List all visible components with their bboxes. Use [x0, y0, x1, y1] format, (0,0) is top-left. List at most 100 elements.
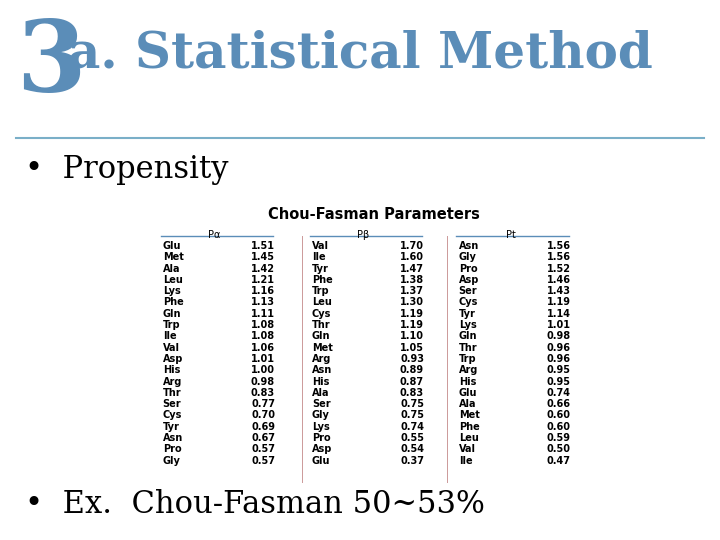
- Text: Thr: Thr: [312, 320, 330, 330]
- Text: Ala: Ala: [312, 388, 329, 398]
- Text: 0.95: 0.95: [547, 376, 571, 387]
- Text: 1.14: 1.14: [547, 309, 571, 319]
- Text: Thr: Thr: [459, 343, 477, 353]
- Text: Pα: Pα: [208, 230, 221, 240]
- Text: 1.56: 1.56: [547, 252, 571, 262]
- Text: Asn: Asn: [163, 433, 183, 443]
- Text: Ala: Ala: [163, 264, 180, 274]
- Text: a. Statistical Method: a. Statistical Method: [68, 30, 653, 79]
- Text: Asp: Asp: [312, 444, 332, 454]
- Text: 0.67: 0.67: [251, 433, 275, 443]
- Text: 1.60: 1.60: [400, 252, 424, 262]
- Text: Leu: Leu: [312, 298, 332, 307]
- Text: His: His: [312, 376, 329, 387]
- Point: [156, 233, 165, 239]
- Point: [452, 233, 461, 239]
- Text: Trp: Trp: [459, 354, 476, 364]
- Text: 1.00: 1.00: [251, 365, 275, 375]
- Text: Ser: Ser: [459, 286, 477, 296]
- Text: 1.42: 1.42: [251, 264, 275, 274]
- Text: Gly: Gly: [163, 456, 181, 465]
- Text: Val: Val: [459, 444, 476, 454]
- Text: Gly: Gly: [312, 410, 330, 421]
- Text: Gly: Gly: [459, 252, 477, 262]
- Text: Cys: Cys: [163, 410, 182, 421]
- Text: 1.19: 1.19: [547, 298, 571, 307]
- Text: 1.13: 1.13: [251, 298, 275, 307]
- Text: His: His: [163, 365, 180, 375]
- Text: Trp: Trp: [163, 320, 180, 330]
- Text: Chou-Fasman Parameters: Chou-Fasman Parameters: [269, 207, 480, 222]
- Text: Ile: Ile: [312, 252, 325, 262]
- Text: 1.30: 1.30: [400, 298, 424, 307]
- Text: Val: Val: [312, 241, 329, 251]
- Text: 1.16: 1.16: [251, 286, 275, 296]
- Text: 1.52: 1.52: [547, 264, 571, 274]
- Text: 1.05: 1.05: [400, 343, 424, 353]
- Text: Leu: Leu: [459, 433, 479, 443]
- Text: Tyr: Tyr: [163, 422, 179, 432]
- Text: 1.01: 1.01: [251, 354, 275, 364]
- Text: Gln: Gln: [459, 332, 477, 341]
- Text: 1.08: 1.08: [251, 320, 275, 330]
- Text: 0.77: 0.77: [251, 399, 275, 409]
- Text: Trp: Trp: [312, 286, 329, 296]
- Text: Arg: Arg: [312, 354, 331, 364]
- Text: 0.59: 0.59: [547, 433, 571, 443]
- Text: 0.60: 0.60: [547, 422, 571, 432]
- Text: 0.66: 0.66: [547, 399, 571, 409]
- Text: Lys: Lys: [459, 320, 477, 330]
- Text: •  Ex.  Chou-Fasman 50~53%: • Ex. Chou-Fasman 50~53%: [25, 489, 485, 519]
- Text: 0.75: 0.75: [400, 410, 424, 421]
- Text: 0.93: 0.93: [400, 354, 424, 364]
- Text: Phe: Phe: [459, 422, 480, 432]
- Text: 0.70: 0.70: [251, 410, 275, 421]
- Text: Glu: Glu: [459, 388, 477, 398]
- Text: 1.45: 1.45: [251, 252, 275, 262]
- Text: Tyr: Tyr: [312, 264, 328, 274]
- Text: 0.89: 0.89: [400, 365, 424, 375]
- Text: Pro: Pro: [459, 264, 477, 274]
- Text: 1.19: 1.19: [400, 320, 424, 330]
- Text: Glu: Glu: [163, 241, 181, 251]
- Text: Ile: Ile: [163, 332, 176, 341]
- Text: 0.50: 0.50: [547, 444, 571, 454]
- Text: Met: Met: [312, 343, 333, 353]
- Text: 0.96: 0.96: [547, 343, 571, 353]
- Text: Ala: Ala: [459, 399, 476, 409]
- Text: Phe: Phe: [163, 298, 184, 307]
- Text: Gln: Gln: [312, 332, 330, 341]
- Text: 1.51: 1.51: [251, 241, 275, 251]
- Text: 0.55: 0.55: [400, 433, 424, 443]
- Text: 1.38: 1.38: [400, 275, 424, 285]
- Text: 1.70: 1.70: [400, 241, 424, 251]
- Text: Asn: Asn: [459, 241, 479, 251]
- Point: [269, 233, 277, 239]
- Text: Cys: Cys: [312, 309, 331, 319]
- Text: 3: 3: [16, 16, 86, 113]
- Text: Arg: Arg: [459, 365, 478, 375]
- Text: Leu: Leu: [163, 275, 183, 285]
- Text: Asp: Asp: [459, 275, 479, 285]
- Text: Pro: Pro: [163, 444, 181, 454]
- Text: 0.83: 0.83: [400, 388, 424, 398]
- Text: 0.96: 0.96: [547, 354, 571, 364]
- Text: 1.19: 1.19: [400, 309, 424, 319]
- Text: 1.46: 1.46: [547, 275, 571, 285]
- Text: 0.54: 0.54: [400, 444, 424, 454]
- Text: Glu: Glu: [312, 456, 330, 465]
- Text: 0.98: 0.98: [251, 376, 275, 387]
- Point: [564, 233, 573, 239]
- Text: Gln: Gln: [163, 309, 181, 319]
- Text: Asn: Asn: [312, 365, 332, 375]
- Text: 0.69: 0.69: [251, 422, 275, 432]
- Text: 0.98: 0.98: [546, 332, 571, 341]
- Text: 0.75: 0.75: [400, 399, 424, 409]
- Text: Phe: Phe: [312, 275, 333, 285]
- Text: 1.21: 1.21: [251, 275, 275, 285]
- Text: Cys: Cys: [459, 298, 478, 307]
- Text: Met: Met: [459, 410, 480, 421]
- Text: 1.56: 1.56: [547, 241, 571, 251]
- Text: His: His: [459, 376, 476, 387]
- Text: 1.43: 1.43: [547, 286, 571, 296]
